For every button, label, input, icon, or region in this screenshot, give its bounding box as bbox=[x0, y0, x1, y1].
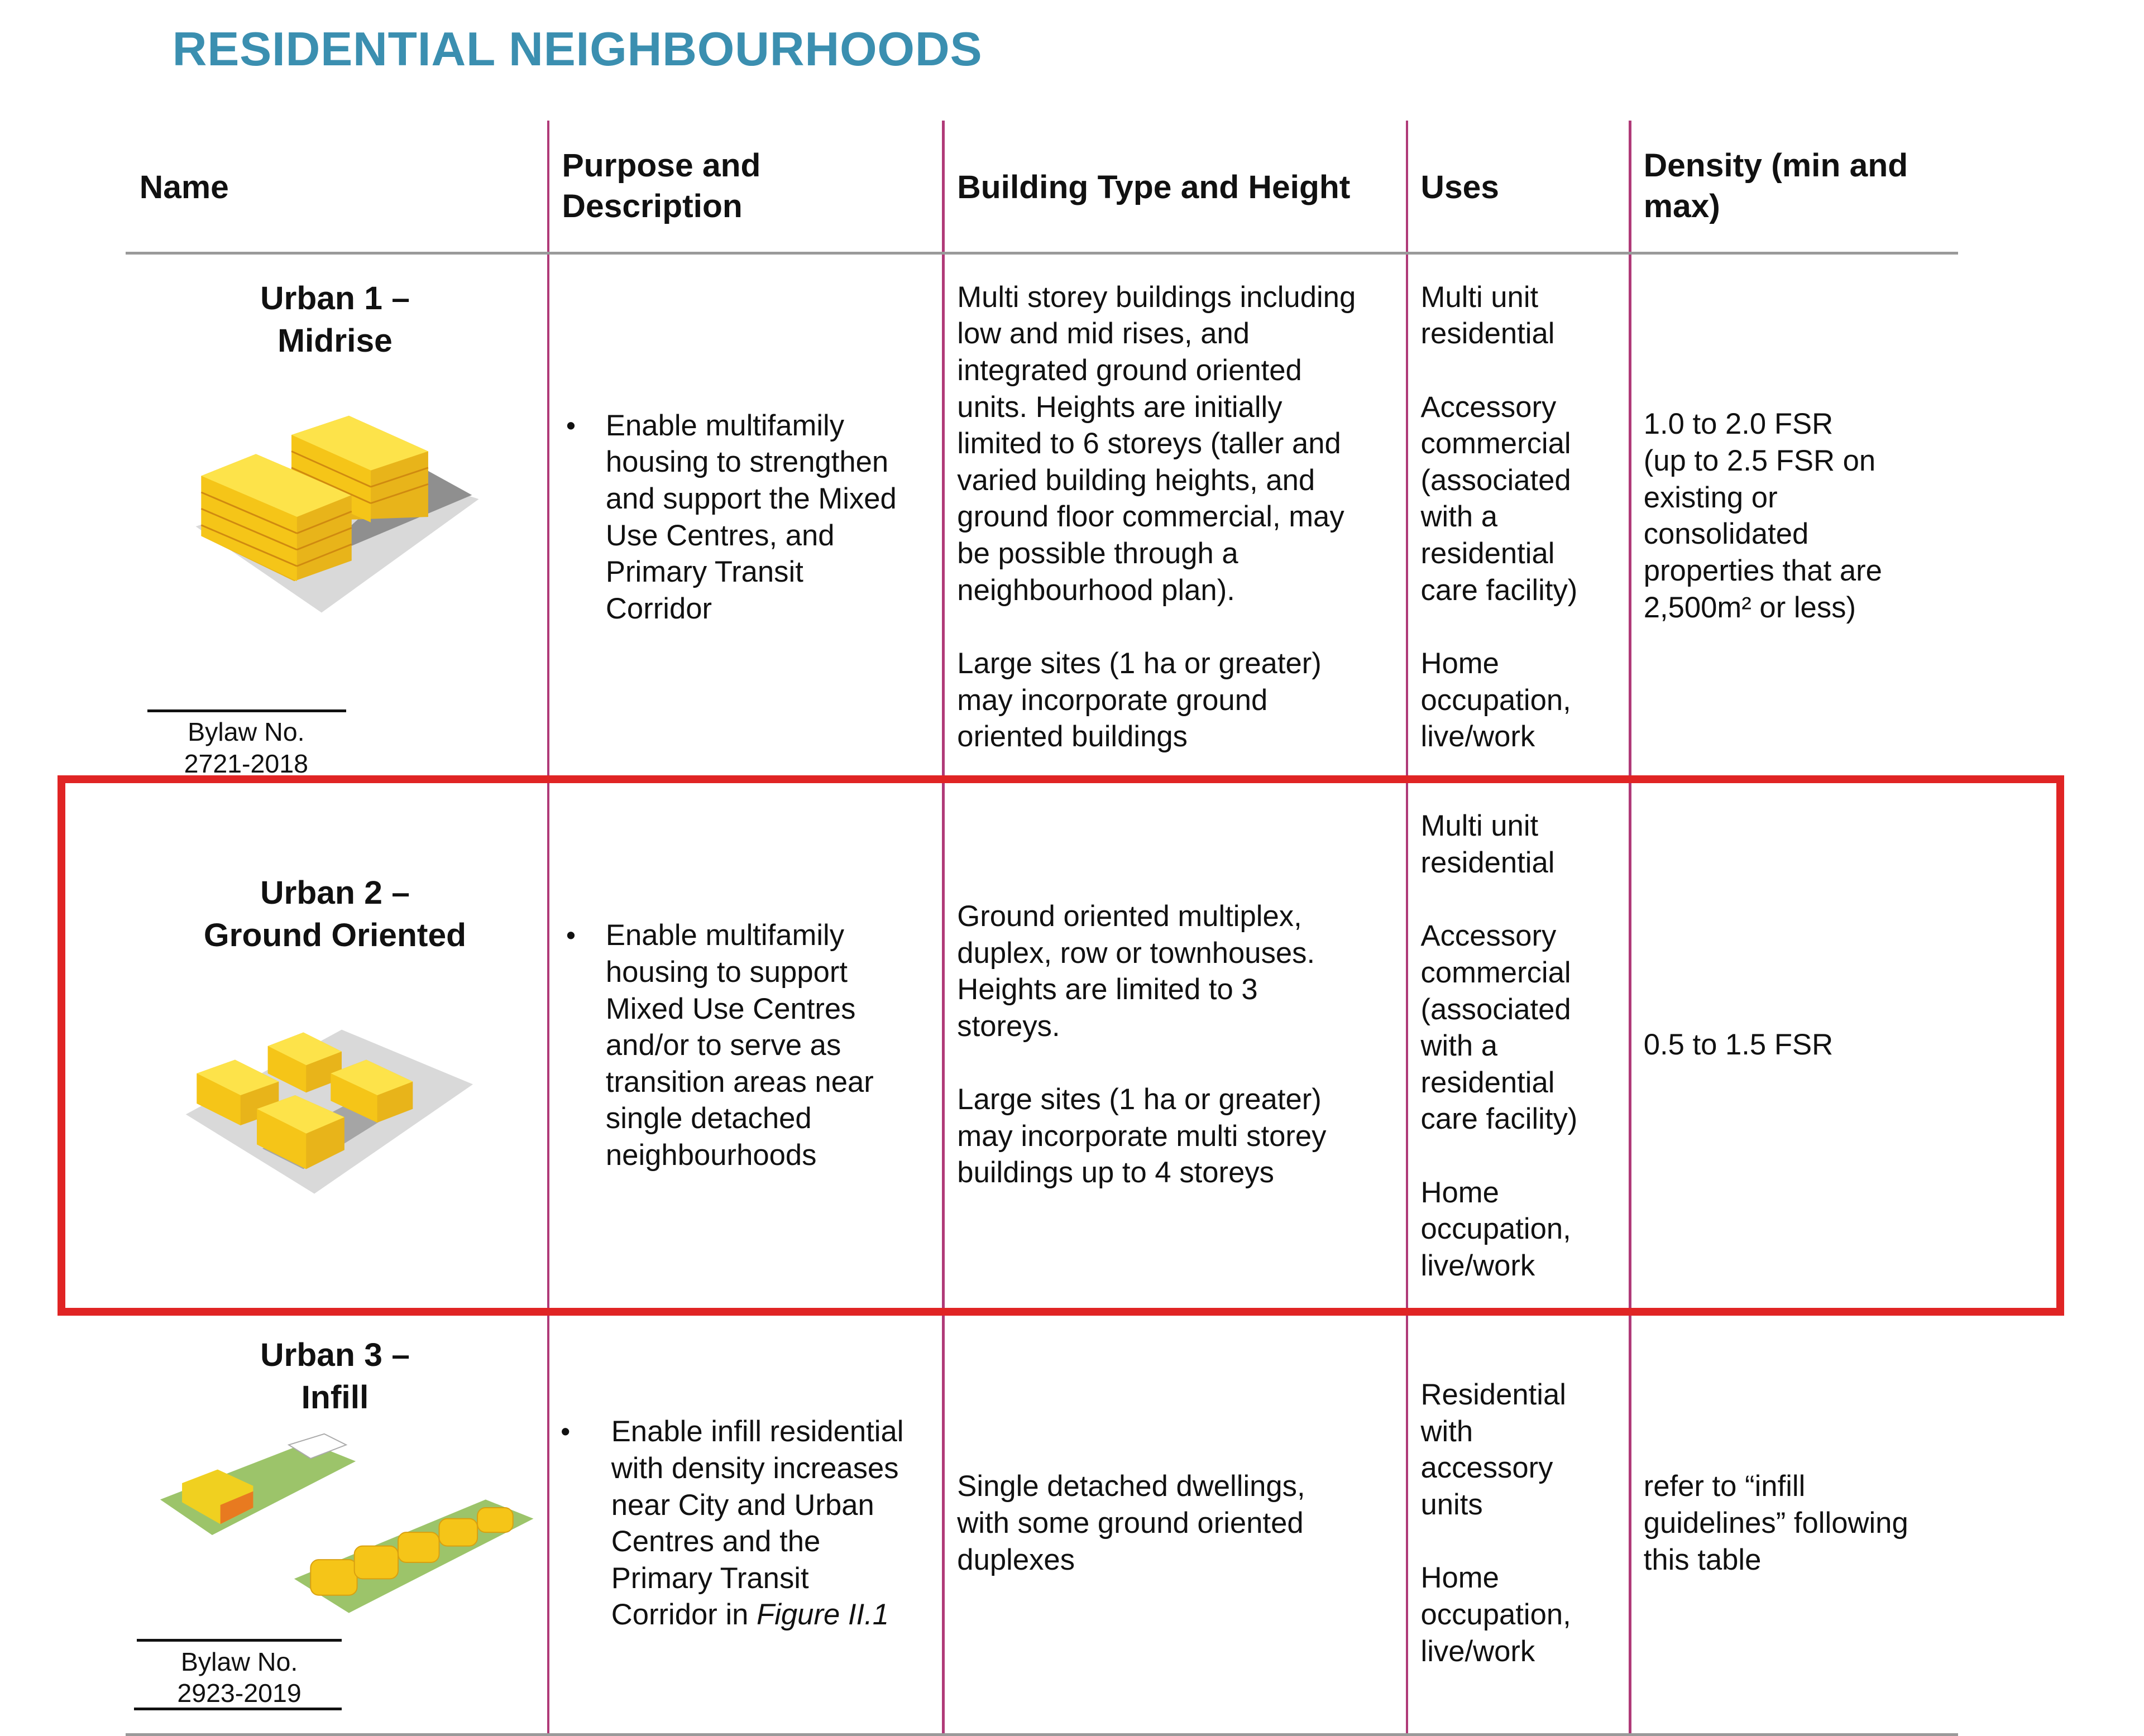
bylaw-rule bbox=[147, 709, 346, 712]
bylaw-reference: Bylaw No. 2923-2019 bbox=[130, 1646, 349, 1709]
purpose-text: Enable multifamily housing to support Mi… bbox=[606, 917, 874, 1173]
header-density: Density (min and max) bbox=[1644, 145, 1908, 227]
bullet-icon: • bbox=[566, 920, 576, 951]
building-text-large-sites: Large sites (1 ha or greater) may incorp… bbox=[957, 1081, 1326, 1191]
infill-building-illustration bbox=[157, 1428, 540, 1633]
bullet-icon: • bbox=[561, 1416, 570, 1447]
bylaw-rule bbox=[137, 1639, 342, 1642]
density-text: 1.0 to 2.0 FSR (up to 2.5 FSR on existin… bbox=[1644, 406, 1882, 626]
row-name: Urban 2 – Ground Oriented bbox=[130, 872, 540, 957]
density-text: 0.5 to 1.5 FSR bbox=[1644, 1027, 1833, 1063]
building-text: Ground oriented multiplex, duplex, row o… bbox=[957, 898, 1315, 1045]
uses-text: Multi unit residential Accessory commerc… bbox=[1421, 808, 1578, 1284]
figure-reference: Figure II.1 bbox=[757, 1598, 889, 1631]
table-bottom-rule bbox=[126, 1733, 1958, 1736]
uses-text: Residential with accessory units Home oc… bbox=[1421, 1377, 1571, 1670]
building-text: Single detached dwellings, with some gro… bbox=[957, 1468, 1305, 1578]
building-text: Multi storey buildings including low and… bbox=[957, 279, 1356, 609]
bullet-icon: • bbox=[566, 410, 576, 442]
density-text: refer to “infill guidelines” following t… bbox=[1644, 1468, 1908, 1578]
row-name: Urban 3 – Infill bbox=[130, 1334, 540, 1419]
row-name: Urban 1 – Midrise bbox=[130, 277, 540, 362]
uses-text: Multi unit residential Accessory commerc… bbox=[1421, 279, 1578, 755]
bylaw-reference: Bylaw No. 2721-2018 bbox=[137, 716, 356, 779]
header-rule bbox=[126, 252, 1958, 255]
header-uses: Uses bbox=[1421, 167, 1500, 208]
header-purpose: Purpose and Description bbox=[562, 145, 761, 227]
page-title: RESIDENTIAL NEIGHBOURHOODS bbox=[173, 22, 983, 77]
purpose-text: Enable infill residential with density i… bbox=[611, 1413, 904, 1633]
bylaw-rule bbox=[134, 1708, 342, 1710]
header-building: Building Type and Height bbox=[957, 167, 1350, 208]
purpose-text: Enable multifamily housing to strengthen… bbox=[606, 407, 897, 627]
ground-oriented-building-illustration bbox=[180, 1019, 481, 1203]
header-name: Name bbox=[140, 167, 229, 208]
building-text-large-sites: Large sites (1 ha or greater) may incorp… bbox=[957, 645, 1321, 755]
midrise-building-illustration bbox=[185, 410, 486, 622]
